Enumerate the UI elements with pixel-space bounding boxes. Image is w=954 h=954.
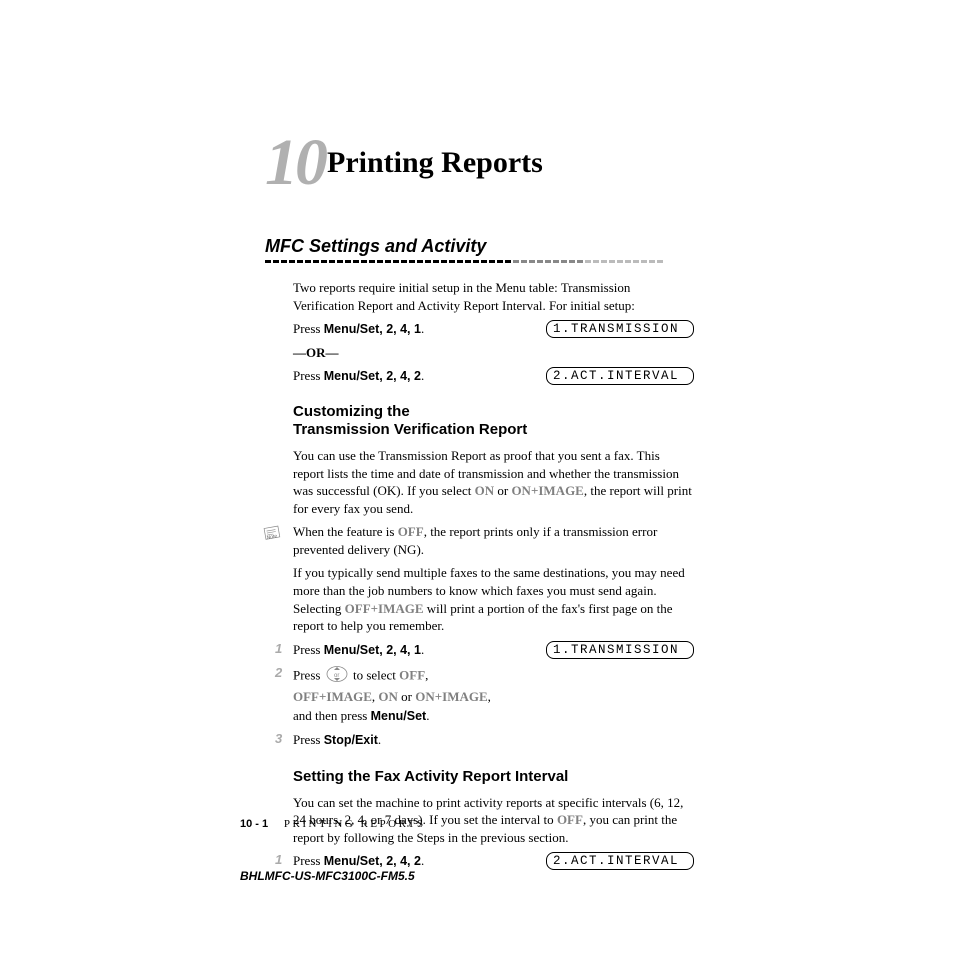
chapter-header: 10 Printing Reports [265, 135, 694, 191]
setup-step-2: Press Menu/Set, 2, 4, 2. 2.ACT.INTERVAL [265, 367, 694, 386]
text: Press [293, 368, 324, 383]
key-sequence: Menu/Set [324, 369, 380, 383]
page-footer: 10 - 1 PRINTING REPORTS [240, 818, 426, 830]
intro-text: Two reports require initial setup in the… [293, 279, 694, 314]
step-2: 2 Press or to select OFF, OFF+IMAGE, ON … [265, 665, 694, 725]
arrow-up-down-icon: or [326, 665, 348, 688]
step-number: 1 [275, 641, 282, 656]
document-code: BHLMFC-US-MFC3100C-FM5.5 [240, 869, 415, 883]
section-divider [265, 260, 694, 263]
lcd-display: 2.ACT.INTERVAL [546, 852, 694, 870]
subsection-title: Setting the Fax Activity Report Interval [293, 768, 694, 786]
step-number: 1 [275, 852, 282, 867]
note-icon: Note [263, 525, 283, 546]
lcd-display: 2.ACT.INTERVAL [546, 367, 694, 385]
svg-text:Note: Note [266, 534, 278, 542]
chapter-number: 10 [265, 135, 325, 191]
key-sequence: Menu/Set [324, 322, 380, 336]
chapter-title: Printing Reports [327, 146, 543, 180]
lcd-display: 1.TRANSMISSION [546, 641, 694, 659]
step-number: 3 [275, 731, 282, 746]
paragraph: If you typically send multiple faxes to … [293, 564, 694, 634]
section-title: MFC Settings and Activity [265, 236, 694, 257]
step-b1: 1 Press Menu/Set, 2, 4, 2. 2.ACT.INTERVA… [265, 852, 694, 871]
paragraph: You can use the Transmission Report as p… [293, 447, 694, 517]
lcd-display: 1.TRANSMISSION [546, 320, 694, 338]
step-number: 2 [275, 665, 282, 680]
subsection-title: Customizing theTransmission Verification… [293, 403, 694, 439]
or-separator: —OR— [293, 345, 694, 361]
setup-step-1: Press Menu/Set, 2, 4, 1. 1.TRANSMISSION [265, 320, 694, 339]
step-1: 1 Press Menu/Set, 2, 4, 1. 1.TRANSMISSIO… [265, 641, 694, 660]
note-text: When the feature is OFF, the report prin… [293, 523, 694, 558]
step-3: 3 Press Stop/Exit. [265, 731, 694, 750]
text: Press [293, 321, 324, 336]
